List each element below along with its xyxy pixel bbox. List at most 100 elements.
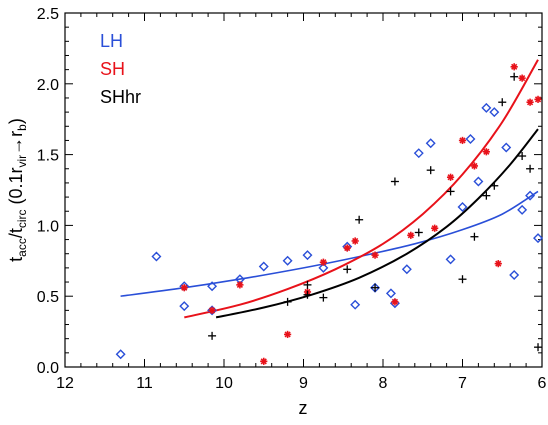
axis-ticks: [64, 12, 543, 368]
point-sh: [482, 148, 490, 156]
point-sh: [407, 231, 415, 239]
y-label-sub-vir: vir: [15, 155, 29, 168]
y-label-close: ): [6, 118, 26, 124]
point-shhr: [518, 152, 527, 161]
point-shhr: [303, 290, 312, 299]
y-tick-label: 0.5: [37, 289, 59, 306]
y-tick-label: 2.0: [37, 77, 59, 94]
point-shhr: [371, 283, 380, 292]
x-tick-label: 10: [215, 375, 233, 392]
point-sh: [446, 173, 455, 181]
point-sh: [391, 298, 399, 306]
point-shhr: [208, 331, 217, 340]
point-lh: [302, 250, 313, 261]
point-shhr: [414, 228, 423, 237]
point-lh: [413, 148, 424, 159]
point-shhr: [390, 177, 399, 186]
point-lh: [401, 264, 412, 275]
point-lh: [445, 254, 456, 265]
point-lh: [318, 262, 329, 273]
y-label-arrow: →r: [6, 131, 26, 155]
point-lh: [457, 202, 468, 212]
point-lh: [509, 269, 520, 280]
legend-entry-shhr: SHhr: [100, 87, 141, 107]
point-lh: [425, 138, 436, 149]
fit-curves: [120, 59, 539, 319]
point-shhr: [303, 280, 312, 289]
point-sh: [236, 281, 244, 289]
y-label-sub-acc: acc: [15, 238, 29, 257]
point-lh: [525, 190, 536, 201]
point-lh: [489, 107, 500, 118]
x-tick-label: 8: [379, 375, 388, 392]
point-shhr: [458, 275, 467, 284]
y-label-slash: /t: [6, 228, 26, 238]
legend-entry-sh: SH: [100, 59, 125, 79]
legend: LH SH SHhr: [100, 31, 141, 107]
legend-entry-lh: LH: [100, 31, 123, 51]
x-tick-label: 6: [538, 375, 547, 392]
point-lh: [481, 102, 492, 113]
point-sh: [458, 136, 467, 145]
point-sh: [518, 74, 526, 82]
point-lh: [533, 233, 544, 244]
point-sh: [431, 224, 439, 232]
point-sh: [351, 237, 359, 245]
point-shhr: [534, 343, 543, 352]
point-shhr: [426, 166, 435, 175]
point-lh: [151, 251, 162, 262]
point-shhr: [470, 232, 479, 241]
point-shhr: [355, 215, 364, 224]
y-label-paren: (0.1r: [6, 167, 26, 209]
point-shhr: [343, 265, 352, 274]
point-lh: [385, 288, 396, 299]
x-tick-label: 9: [299, 375, 308, 392]
y-tick-label: 0.0: [37, 360, 59, 377]
point-shhr: [482, 191, 491, 200]
point-lh: [473, 176, 484, 187]
point-lh: [350, 299, 361, 310]
point-shhr: [446, 187, 455, 196]
y-tick-label: 1.0: [37, 218, 59, 235]
point-shhr: [283, 297, 292, 306]
point-lh: [517, 204, 528, 215]
y-label-sub-b: b: [15, 124, 29, 131]
point-sh: [284, 330, 292, 339]
fit-curve-lh: [120, 190, 539, 297]
point-lh: [207, 281, 218, 292]
tick-labels: 12 11 10 9 8 7 6 0.0 0.5 1.0 1.5 2.0 2.5: [37, 6, 547, 392]
point-sh: [180, 284, 188, 292]
x-tick-label: 11: [136, 375, 153, 392]
point-sh: [534, 95, 542, 103]
y-tick-label: 1.5: [37, 148, 59, 165]
plot-frame: [64, 12, 543, 368]
point-lh: [179, 301, 190, 312]
point-lh: [258, 261, 269, 272]
y-tick-label: 2.5: [37, 6, 59, 23]
point-sh: [470, 162, 479, 170]
point-sh: [343, 244, 351, 252]
point-sh: [319, 258, 327, 266]
point-lh: [207, 305, 218, 316]
point-sh: [510, 63, 518, 71]
point-shhr: [510, 72, 519, 81]
point-shhr: [490, 181, 499, 190]
fit-curve-shhr: [215, 128, 539, 319]
point-lh: [501, 142, 512, 153]
y-label-main: t: [6, 257, 26, 262]
point-sh: [526, 98, 534, 106]
point-sh: [260, 357, 268, 365]
x-axis-label: z: [299, 398, 308, 418]
y-label-sub-circ: circ: [15, 209, 29, 228]
point-lh: [465, 134, 476, 145]
x-tick-label: 12: [56, 375, 74, 392]
data-points: [115, 63, 544, 365]
point-lh: [282, 255, 293, 266]
point-shhr: [319, 293, 328, 302]
point-sh: [208, 306, 216, 314]
point-shhr: [526, 164, 535, 173]
y-axis-label: tacc/tcirc (0.1rvir→rb): [6, 118, 29, 262]
point-lh: [115, 349, 126, 360]
fit-curve-sh: [184, 59, 539, 319]
